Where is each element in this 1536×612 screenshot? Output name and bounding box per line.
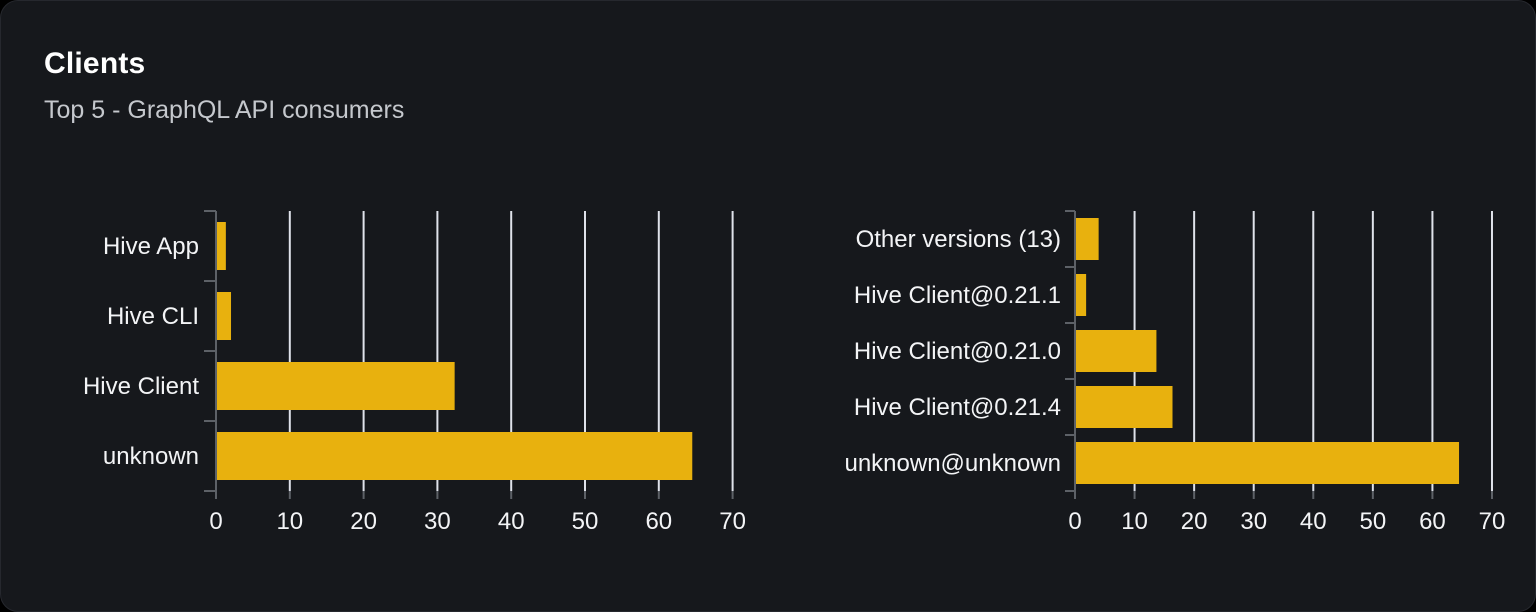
x-tick-label: 20 [350, 508, 377, 535]
x-tick-label: 50 [1359, 508, 1386, 535]
category-label: unknown@unknown [844, 450, 1061, 477]
category-label: Hive App [103, 233, 199, 260]
x-tick-label: 20 [1181, 508, 1208, 535]
bar-unknown[interactable] [217, 432, 693, 480]
bar-hive-client-0.21.4[interactable] [1076, 386, 1173, 428]
x-tick-label: 70 [1479, 508, 1506, 535]
bar-hive-cli[interactable] [217, 292, 232, 340]
category-label: Hive Client@0.21.4 [854, 394, 1061, 421]
category-label: Hive Client@0.21.1 [854, 282, 1061, 309]
bar-hive-client-0.21.1[interactable] [1076, 274, 1087, 316]
category-label: Other versions (13) [856, 226, 1061, 253]
x-tick-label: 60 [1419, 508, 1446, 535]
x-tick-label: 0 [209, 508, 222, 535]
category-label: Hive Client@0.21.0 [854, 338, 1061, 365]
card-header: Clients Top 5 - GraphQL API consumers [44, 47, 404, 124]
category-label: Hive Client [83, 373, 199, 400]
x-tick-label: 70 [719, 508, 746, 535]
x-tick-label: 50 [572, 508, 599, 535]
bar-other-versions-13-[interactable] [1076, 218, 1099, 260]
x-tick-label: 40 [498, 508, 525, 535]
x-tick-label: 30 [1240, 508, 1267, 535]
x-tick-label: 10 [1121, 508, 1148, 535]
x-tick-label: 40 [1300, 508, 1327, 535]
bar-hive-app[interactable] [217, 222, 226, 270]
chart-clients-by-name: 0 10 20 30 40 50 60 70 Hive App Hive CLI Hive Clie… [83, 210, 746, 535]
bar-hive-client-0.21.0[interactable] [1076, 330, 1157, 372]
bar-unknown-unknown[interactable] [1076, 442, 1460, 484]
category-label: Hive CLI [107, 303, 199, 330]
bar-hive-client[interactable] [217, 362, 455, 410]
x-tick-label: 0 [1068, 508, 1081, 535]
category-label: unknown [103, 443, 199, 470]
card-title: Clients [44, 47, 146, 80]
x-tick-label: 10 [276, 508, 303, 535]
x-tick-label: 60 [645, 508, 672, 535]
x-tick-label: 30 [424, 508, 451, 535]
card-subtitle: Top 5 - GraphQL API consumers [44, 95, 405, 124]
chart-clients-by-version: 0 10 20 30 40 50 60 70 Other versions (13) Hive C… [844, 210, 1506, 535]
